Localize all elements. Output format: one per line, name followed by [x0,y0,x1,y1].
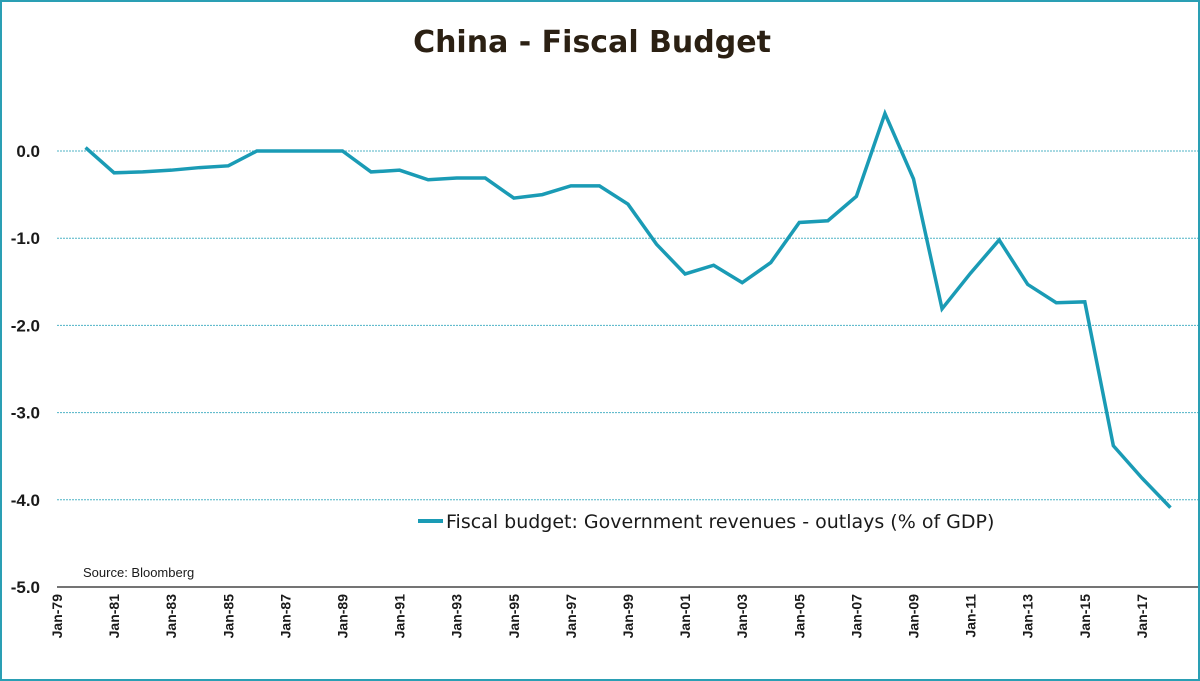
x-tick-label: Jan-95 [506,594,522,639]
x-tick-label: Jan-97 [563,594,579,639]
x-tick-label: Jan-99 [620,594,636,639]
x-tick-label: Jan-17 [1134,594,1150,639]
x-tick-label: Jan-89 [335,594,351,639]
y-tick-label: -3.0 [11,404,40,423]
x-tick-label: Jan-09 [906,594,922,639]
x-tick-label: Jan-91 [392,594,408,639]
x-tick-label: Jan-03 [734,594,750,639]
x-tick-label: Jan-85 [220,594,236,639]
y-tick-label: -2.0 [11,316,40,335]
x-tick-label: Jan-83 [163,594,179,639]
x-tick-label: Jan-05 [791,594,807,639]
y-tick-label: -4.0 [11,491,40,510]
x-tick-label: Jan-15 [1077,594,1093,639]
x-tick-label: Jan-87 [277,594,293,639]
x-tick-label: Jan-01 [677,594,693,639]
y-tick-label: -5.0 [11,578,40,597]
x-tick-label: Jan-07 [848,594,864,639]
x-axis-ticks: Jan-79 Jan-81 Jan-83 Jan-85 Jan-87 Jan-89 Jan-… [49,594,1150,639]
gridlines [57,150,1198,501]
series-line [84,108,1172,509]
x-tick-label: Jan-79 [49,594,65,639]
series-lines [84,108,1172,509]
y-tick-label: -1.0 [11,229,40,248]
y-tick-label: 0.0 [16,142,40,161]
y-axis-ticks: 0.0 -1.0 -2.0 -3.0 -4.0 -5.0 [11,142,40,597]
chart-title: China - Fiscal Budget [413,25,771,60]
x-tick-label: Jan-11 [963,594,979,638]
x-tick-label: Jan-13 [1020,594,1036,639]
legend-label: Fiscal budget: Government revenues - out… [446,511,994,533]
source-note: Source: Bloomberg [83,565,194,580]
x-tick-label: Jan-93 [449,594,465,639]
x-tick-label: Jan-81 [106,594,122,639]
